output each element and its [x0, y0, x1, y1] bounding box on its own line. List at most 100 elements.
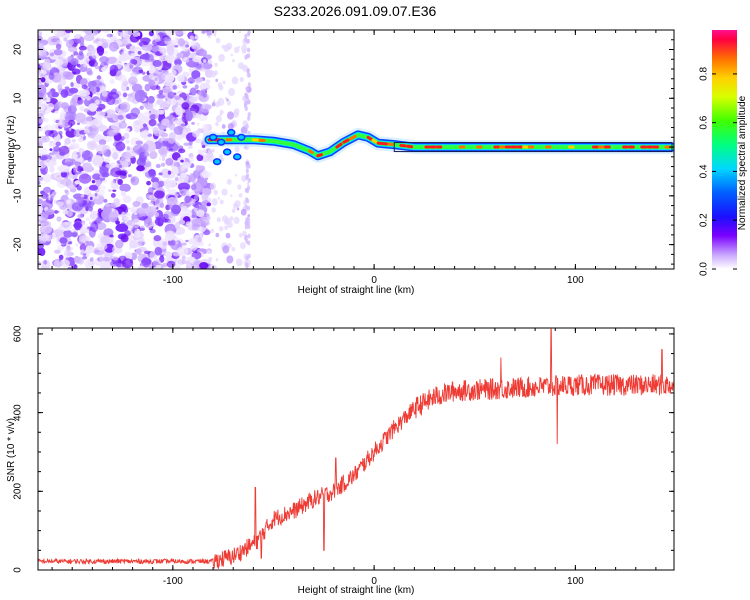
noise-blob [80, 78, 88, 87]
noise-blob [166, 142, 179, 152]
noise-blob [39, 220, 49, 227]
noise-blob [233, 111, 239, 118]
noise-blob [89, 257, 94, 262]
noise-blob [162, 36, 172, 42]
noise-blob [67, 174, 74, 180]
noise-blob [188, 92, 192, 96]
noise-blob [231, 76, 239, 85]
noise-blob [70, 81, 74, 88]
noise-blob [115, 141, 126, 152]
ridge-core-segment [349, 134, 357, 141]
noise-blob [118, 164, 123, 169]
snr-x-tick-label: 0 [371, 576, 377, 587]
noise-blob [68, 87, 79, 94]
noise-blob [139, 89, 146, 98]
noise-blob [154, 217, 165, 226]
noise-blob [147, 95, 155, 104]
noise-blob [164, 256, 170, 263]
noise-blob [89, 47, 97, 55]
noise-blob [89, 196, 93, 201]
ridge-onset-blob [208, 133, 218, 141]
noise-blob [159, 238, 169, 250]
noise-blob [154, 38, 161, 42]
noise-blob [168, 204, 173, 210]
noise-blob [129, 240, 139, 249]
noise-blob [235, 258, 243, 267]
noise-blob [204, 177, 209, 181]
noise-blob [180, 159, 184, 163]
noise-blob [220, 157, 225, 162]
noise-blob [53, 145, 61, 152]
noise-blob [199, 95, 204, 101]
snr-x-tick-label: -100 [163, 576, 183, 587]
noise-blob [78, 45, 87, 51]
noise-blob [247, 72, 251, 78]
noise-blob [39, 160, 45, 166]
noise-blob [245, 175, 249, 181]
noise-blob [148, 72, 154, 80]
noise-blob [187, 145, 193, 150]
noise-blob [178, 148, 186, 154]
noise-blob [138, 41, 144, 47]
noise-blob [83, 33, 95, 42]
noise-blob [122, 92, 128, 98]
spectrogram-y-label: Frequency (Hz) [6, 116, 17, 185]
noise-blob [42, 62, 52, 71]
noise-blob [121, 136, 125, 141]
noise-blob [229, 216, 234, 222]
noise-blob [130, 71, 138, 79]
noise-blob [170, 132, 174, 137]
noise-blob [111, 88, 117, 93]
noise-blob [192, 56, 203, 63]
noise-blob [174, 59, 183, 66]
noise-blob [69, 98, 77, 108]
noise-blob [194, 138, 202, 144]
colorbar-tick-label: 0.2 [699, 213, 710, 227]
noise-blob [182, 85, 188, 89]
noise-blob [165, 171, 176, 179]
noise-blob [175, 264, 181, 269]
noise-blob [109, 260, 119, 267]
noise-blob [71, 139, 76, 143]
noise-blob [125, 139, 130, 144]
spectrogram-y-tick-label: 20 [13, 44, 24, 56]
noise-blob [62, 230, 73, 238]
noise-blob [191, 214, 196, 219]
noise-blob [154, 115, 159, 119]
noise-blob [162, 262, 168, 268]
colorbar-tick-label: 0.8 [699, 67, 710, 81]
colorbar-label: Normalized spectral amplitude [737, 95, 748, 230]
noise-blob [149, 125, 154, 130]
noise-blob [74, 180, 81, 185]
noise-blob [160, 142, 164, 146]
noise-blob [131, 205, 138, 214]
noise-blob [90, 221, 99, 233]
noise-blob [210, 228, 215, 233]
noise-blob [234, 46, 240, 54]
ridge-core-segment [316, 153, 323, 158]
noise-blob [221, 188, 228, 196]
noise-blob [132, 144, 145, 154]
noise-blob [71, 38, 82, 45]
noise-blob [174, 30, 184, 36]
noise-blob [244, 224, 248, 230]
noise-blob [77, 96, 81, 101]
noise-blob [111, 255, 119, 261]
noise-blob [91, 30, 99, 36]
noise-blob [234, 200, 241, 208]
colorbar-tick-label: 0.4 [699, 164, 710, 178]
ridge-core-segment [366, 135, 373, 141]
noise-blob [240, 126, 248, 135]
noise-blob [105, 109, 116, 118]
noise-blob [105, 163, 112, 168]
noise-blob [153, 130, 166, 137]
noise-blob [115, 239, 124, 249]
noise-blob [51, 91, 59, 98]
noise-blob [136, 157, 146, 168]
noise-blob [135, 248, 142, 255]
noise-blob [194, 84, 199, 90]
noise-blob [241, 44, 248, 52]
spectrogram-noise-layer [38, 30, 252, 269]
noise-blob [153, 190, 165, 199]
noise-blob [85, 217, 91, 222]
